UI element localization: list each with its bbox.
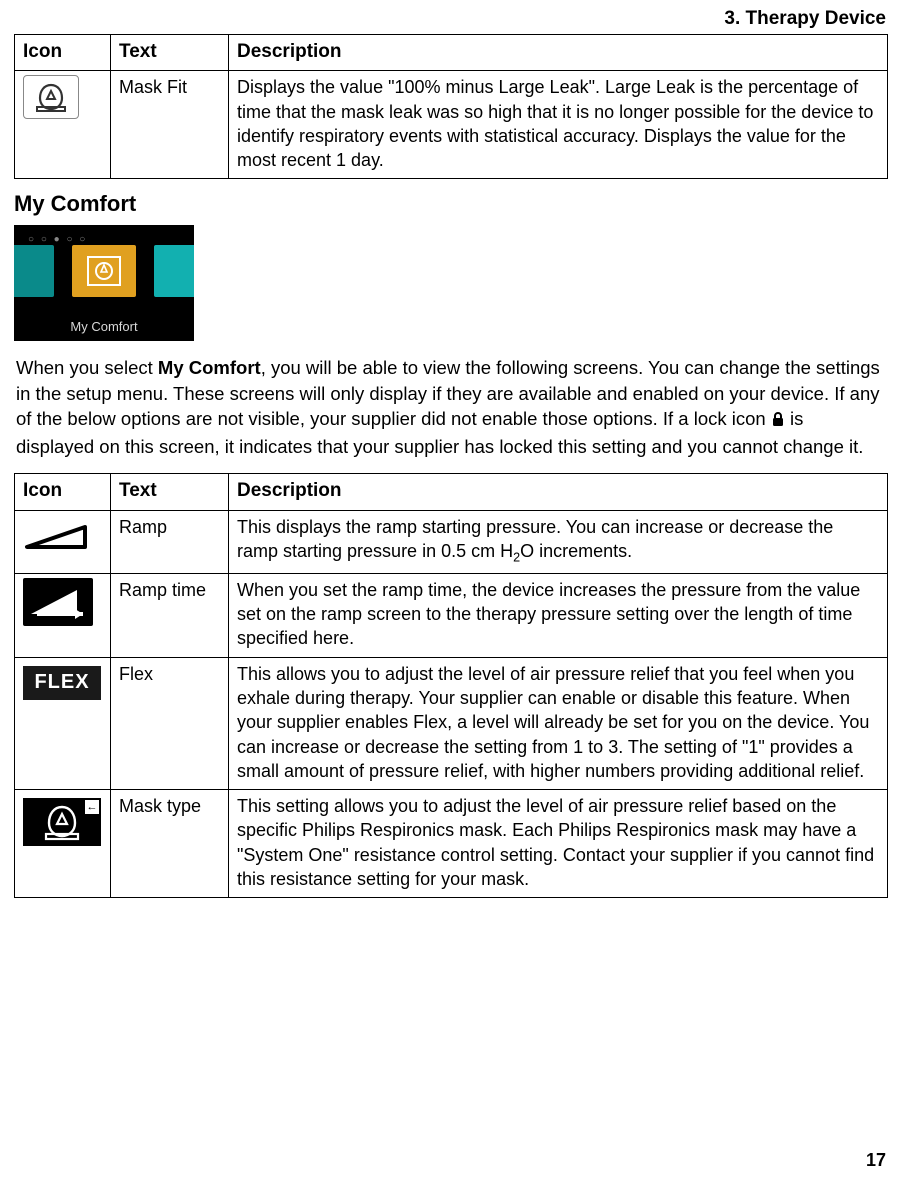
cell-desc: This setting allows you to adjust the le…	[229, 790, 888, 898]
table-row: Mask Fit Displays the value "100% minus …	[15, 71, 888, 179]
th-text: Text	[111, 474, 229, 511]
tile-center	[72, 245, 136, 297]
ramp-time-icon	[23, 578, 93, 626]
page-number: 17	[866, 1148, 886, 1172]
th-desc: Description	[229, 474, 888, 511]
cell-desc: Displays the value "100% minus Large Lea…	[229, 71, 888, 179]
section-header: 3. Therapy Device	[14, 6, 888, 32]
cell-desc: When you set the ramp time, the device i…	[229, 573, 888, 657]
mask-fit-table: Icon Text Description Mask Fit Displays …	[14, 34, 888, 180]
cell-text: Ramp time	[111, 573, 229, 657]
th-icon: Icon	[15, 34, 111, 71]
ramp-icon	[23, 521, 93, 553]
device-screenshot: ○ ○ ● ○ ○ My Comfort	[14, 225, 194, 341]
th-text: Text	[111, 34, 229, 71]
tile-right	[154, 245, 194, 297]
cell-desc: This displays the ramp starting pressure…	[229, 510, 888, 573]
table-row: Ramp This displays the ramp starting pre…	[15, 510, 888, 573]
tile-left	[14, 245, 54, 297]
cell-text: Ramp	[111, 510, 229, 573]
table-row: FLEX Flex This allows you to adjust the …	[15, 657, 888, 789]
mask-type-icon: ←	[23, 798, 101, 846]
section-title: My Comfort	[14, 189, 888, 219]
cell-text: Mask Fit	[111, 71, 229, 179]
flex-icon: FLEX	[23, 666, 101, 700]
intro-paragraph: When you select My Comfort, you will be …	[16, 355, 886, 459]
comfort-table: Icon Text Description Ramp This displays…	[14, 473, 888, 898]
cell-text: Mask type	[111, 790, 229, 898]
lock-icon	[771, 408, 785, 434]
table-row: ← Mask type This setting allows you to a…	[15, 790, 888, 898]
cell-desc: This allows you to adjust the level of a…	[229, 657, 888, 789]
arrow-left-icon: ←	[85, 800, 99, 814]
para-bold: My Comfort	[158, 357, 261, 378]
para-pre: When you select	[16, 357, 158, 378]
cell-text: Flex	[111, 657, 229, 789]
mask-fit-icon	[23, 75, 79, 119]
th-icon: Icon	[15, 474, 111, 511]
th-desc: Description	[229, 34, 888, 71]
table-row: Ramp time When you set the ramp time, th…	[15, 573, 888, 657]
device-caption: My Comfort	[14, 318, 194, 336]
